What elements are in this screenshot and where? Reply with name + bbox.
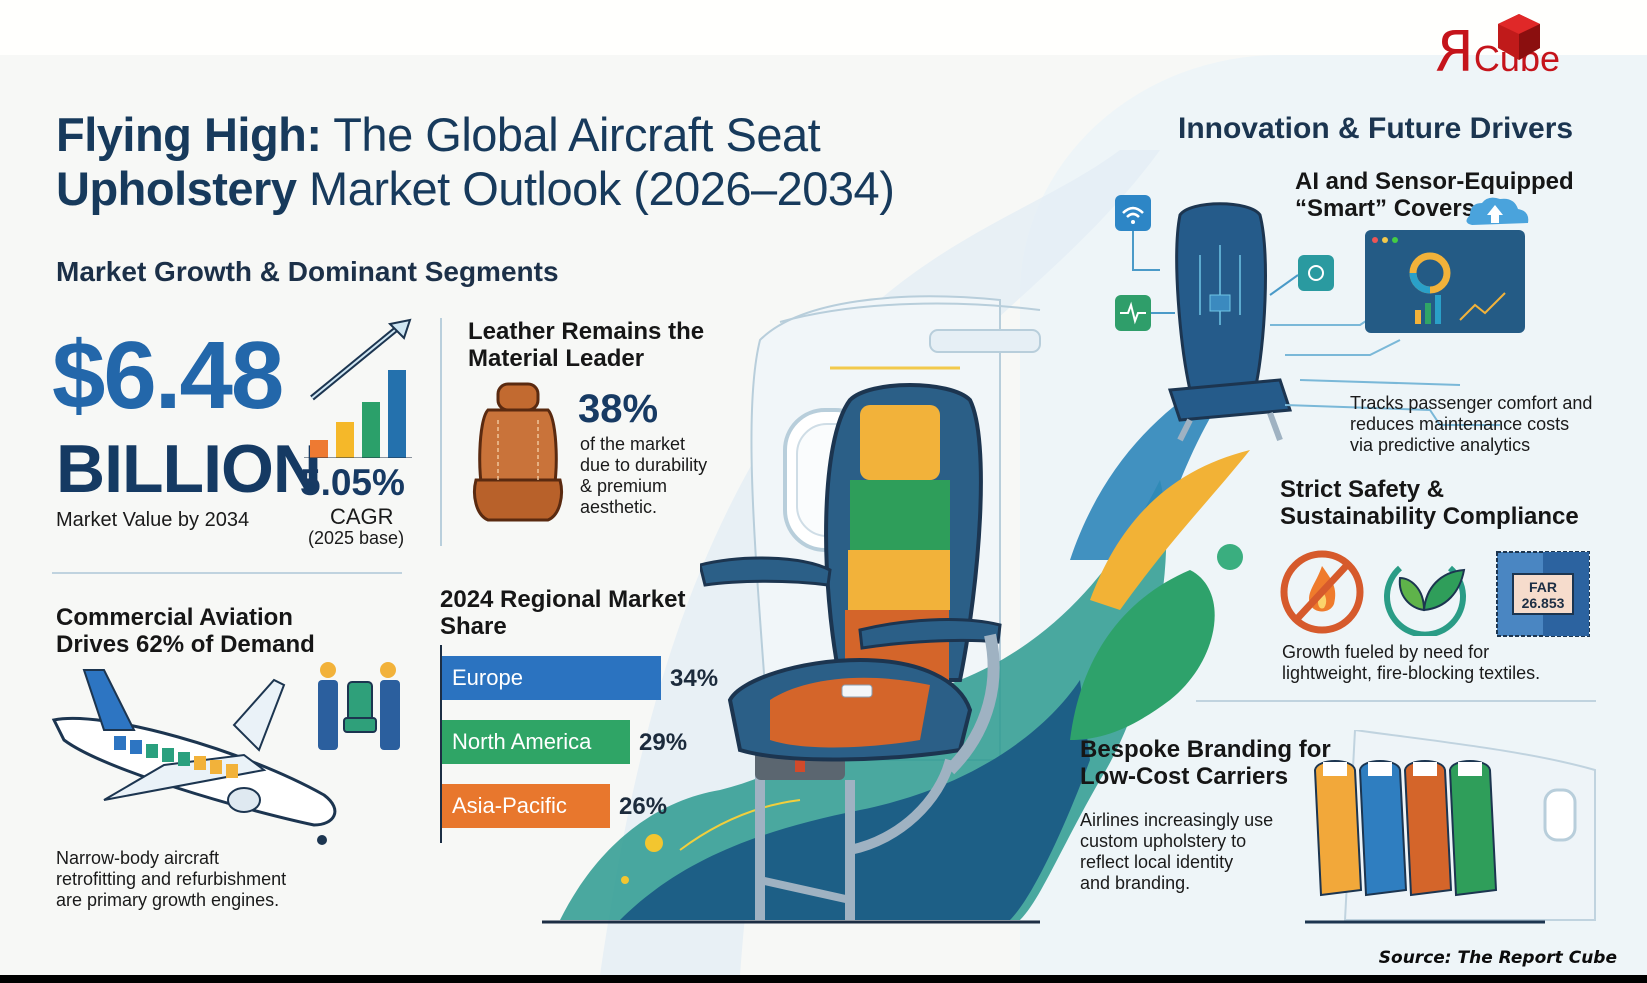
cagr-value: 5.05%	[300, 462, 405, 503]
source-credit: Source: The Report Cube	[1378, 948, 1617, 968]
title-bold-2: Upholstery	[56, 162, 297, 215]
market-value-caption: Market Value by 2034	[56, 509, 250, 531]
growth-chart-arrow-icon	[304, 318, 412, 458]
horizontal-divider	[52, 572, 402, 574]
workers-installing-seat-icon	[318, 662, 400, 750]
commercial-description: Narrow-body aircraft retrofitting and re…	[56, 848, 287, 910]
right-section-title: Innovation & Future Drivers	[1178, 112, 1574, 145]
top-strip	[0, 0, 1647, 55]
vertical-divider	[440, 318, 442, 546]
title-bold-1: Flying High:	[56, 108, 322, 161]
safety-description: Growth fueled by need for lightweight, f…	[1282, 642, 1541, 683]
leather-share: 38%	[578, 387, 659, 431]
cagr-base-year: (2025 base)	[308, 528, 405, 548]
logo-mark: R	[1435, 20, 1474, 85]
eco-leaf-icon	[1384, 565, 1466, 636]
commercial-heading: Commercial Aviation Drives 62% of Demand	[56, 604, 315, 658]
cagr-label: CAGR	[330, 504, 394, 529]
leather-description: of the market due to durability & premiu…	[580, 434, 708, 517]
market-value-unit: BILLION	[56, 431, 322, 507]
svg-text:FAR: FAR	[1529, 579, 1557, 595]
bar-asia-pacific: Asia-Pacific	[442, 784, 610, 828]
bar-north-america-value: 29%	[639, 729, 688, 756]
airplane-icon	[51, 669, 337, 845]
branded-seats-illustration	[1305, 730, 1596, 924]
branding-description: Airlines increasingly use custom upholst…	[1080, 810, 1274, 893]
smart-seat-illustration	[1115, 195, 1529, 442]
bar-europe: Europe	[442, 656, 661, 700]
bar-europe-value: 34%	[670, 665, 719, 692]
smart-covers-heading: AI and Sensor-Equipped “Smart” Covers	[1295, 168, 1574, 222]
safety-heading: Strict Safety & Sustainability Complianc…	[1280, 476, 1579, 530]
bar-asia-pacific-value: 26%	[619, 793, 668, 820]
title-rest-2: Market Outlook (2026–2034)	[296, 162, 895, 215]
cube-icon	[1498, 14, 1540, 60]
market-value: $6.48	[52, 322, 284, 429]
right-divider	[1196, 700, 1596, 702]
left-section-title: Market Growth & Dominant Segments	[56, 256, 559, 287]
regional-heading: 2024 Regional Market Share	[440, 586, 686, 640]
leather-seat-icon	[473, 382, 563, 522]
center-seat-illustration	[700, 383, 1002, 920]
branding-heading: Bespoke Branding for Low-Cost Carriers	[1080, 736, 1331, 790]
bar-north-america: North America	[442, 720, 630, 764]
no-fire-icon	[1280, 550, 1364, 634]
fabric-swatch-icon: FAR 26.853	[1496, 551, 1590, 637]
title-rest-1: The Global Aircraft Seat	[321, 108, 821, 161]
bar-chart-axis	[440, 645, 442, 843]
leather-heading: Leather Remains the Material Leader	[468, 318, 705, 372]
smart-covers-description: Tracks passenger comfort and reduces mai…	[1350, 393, 1593, 455]
page-title: Flying High: The Global Aircraft Seat Up…	[56, 108, 895, 216]
svg-text:26.853: 26.853	[1522, 595, 1565, 611]
